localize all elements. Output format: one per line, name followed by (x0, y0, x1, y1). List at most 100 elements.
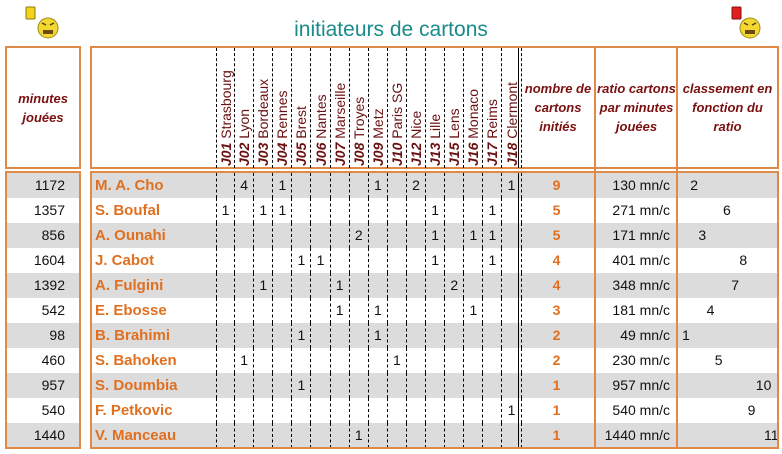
match-cell (331, 423, 350, 448)
match-cell: 1 (292, 323, 312, 348)
card-count: 2 (552, 327, 561, 343)
match-cell (350, 323, 369, 348)
match-cell (388, 298, 407, 323)
match-cell (331, 248, 350, 273)
match-cell (216, 398, 236, 423)
match-team: Metz (369, 108, 386, 143)
match-cell (350, 398, 369, 423)
rank-cell: 8 (739, 252, 748, 268)
match-code: J06 (312, 142, 329, 166)
match-cell (235, 373, 255, 398)
match-cell (273, 423, 293, 448)
match-cell (235, 298, 255, 323)
match-team: Nice (408, 110, 424, 143)
match-column-header: J08 Troyes (350, 48, 369, 168)
match-code: J03 (255, 142, 272, 166)
match-label: J12 Nice (407, 111, 425, 166)
match-cell (312, 398, 331, 423)
match-cell: 2 (445, 273, 465, 298)
match-cell (216, 173, 236, 198)
card-count: 9 (552, 177, 561, 193)
match-cell: 1 (483, 248, 503, 273)
match-cell (235, 223, 255, 248)
match-cell: 4 (235, 173, 255, 198)
match-cell (388, 423, 407, 448)
match-cell: 1 (426, 223, 446, 248)
match-cell (483, 298, 503, 323)
match-cell (254, 423, 274, 448)
match-cell (254, 223, 274, 248)
minutes-cell: 1172 (7, 173, 79, 198)
match-cell (445, 223, 465, 248)
match-cell (445, 248, 465, 273)
match-cell (312, 323, 331, 348)
match-cell (426, 323, 446, 348)
match-cell: 1 (369, 323, 388, 348)
player-name: V. Manceau (95, 427, 177, 444)
match-cell: 1 (426, 198, 446, 223)
match-cell (216, 348, 236, 373)
match-label: J17 Reims (483, 99, 501, 166)
match-label: J07 Marseille (331, 83, 349, 166)
match-cell (464, 198, 484, 223)
match-cell (445, 423, 465, 448)
ratio-cell: 401 mn/c (612, 252, 670, 268)
match-cell (312, 298, 331, 323)
minutes-body-box (5, 171, 81, 449)
match-cell (254, 373, 274, 398)
match-cell (273, 373, 293, 398)
match-cell (350, 373, 369, 398)
match-cell (350, 348, 369, 373)
match-column-header: J13 Lille (426, 48, 446, 168)
match-cell (426, 348, 446, 373)
match-cell (216, 423, 236, 448)
match-team: Reims (484, 99, 501, 143)
minutes-header: minutes jouées (18, 90, 68, 125)
match-cell (464, 373, 484, 398)
match-cell (464, 173, 484, 198)
match-cell (407, 423, 427, 448)
match-cell: 1 (369, 173, 388, 198)
match-label: J04 Rennes (273, 90, 291, 166)
divider (518, 173, 519, 447)
match-code: J17 (484, 142, 501, 166)
minutes-cell: 957 (7, 373, 79, 398)
match-code: J01 (218, 142, 234, 166)
match-cell (331, 223, 350, 248)
match-cell: 1 (503, 398, 522, 423)
match-cell: 1 (254, 198, 274, 223)
match-label: J16 Monaco (464, 89, 482, 166)
minutes-header-box (5, 46, 81, 169)
match-cell (388, 323, 407, 348)
match-column-header: J03 Bordeaux (254, 48, 274, 168)
match-cell (445, 348, 465, 373)
match-cell (235, 398, 255, 423)
match-team: Strasbourg (218, 70, 234, 143)
match-cell (483, 398, 503, 423)
match-cell (312, 423, 331, 448)
match-cell (407, 223, 427, 248)
match-cell (331, 173, 350, 198)
match-cell (407, 248, 427, 273)
match-cell (464, 248, 484, 273)
main-header-box (90, 46, 779, 169)
ratio-cell: 271 mn/c (612, 202, 670, 218)
player-name: S. Doumbia (95, 377, 178, 394)
match-cell (254, 248, 274, 273)
match-label: J10 Paris SG (388, 83, 406, 166)
match-cell (503, 323, 522, 348)
minutes-cell: 1440 (7, 423, 79, 448)
match-cell (216, 223, 236, 248)
card-count: 1 (552, 427, 561, 443)
match-cell (426, 273, 446, 298)
match-cell (464, 273, 484, 298)
match-cell (216, 273, 236, 298)
card-count: 5 (552, 227, 561, 243)
player-name: F. Petkovic (95, 402, 173, 419)
rank-cell: 7 (731, 277, 739, 293)
ratio-header: ratio cartons par minutes jouées (597, 81, 676, 134)
match-cell (407, 373, 427, 398)
match-cell (388, 173, 407, 198)
match-team: Lille (427, 113, 444, 143)
match-cell (426, 173, 446, 198)
